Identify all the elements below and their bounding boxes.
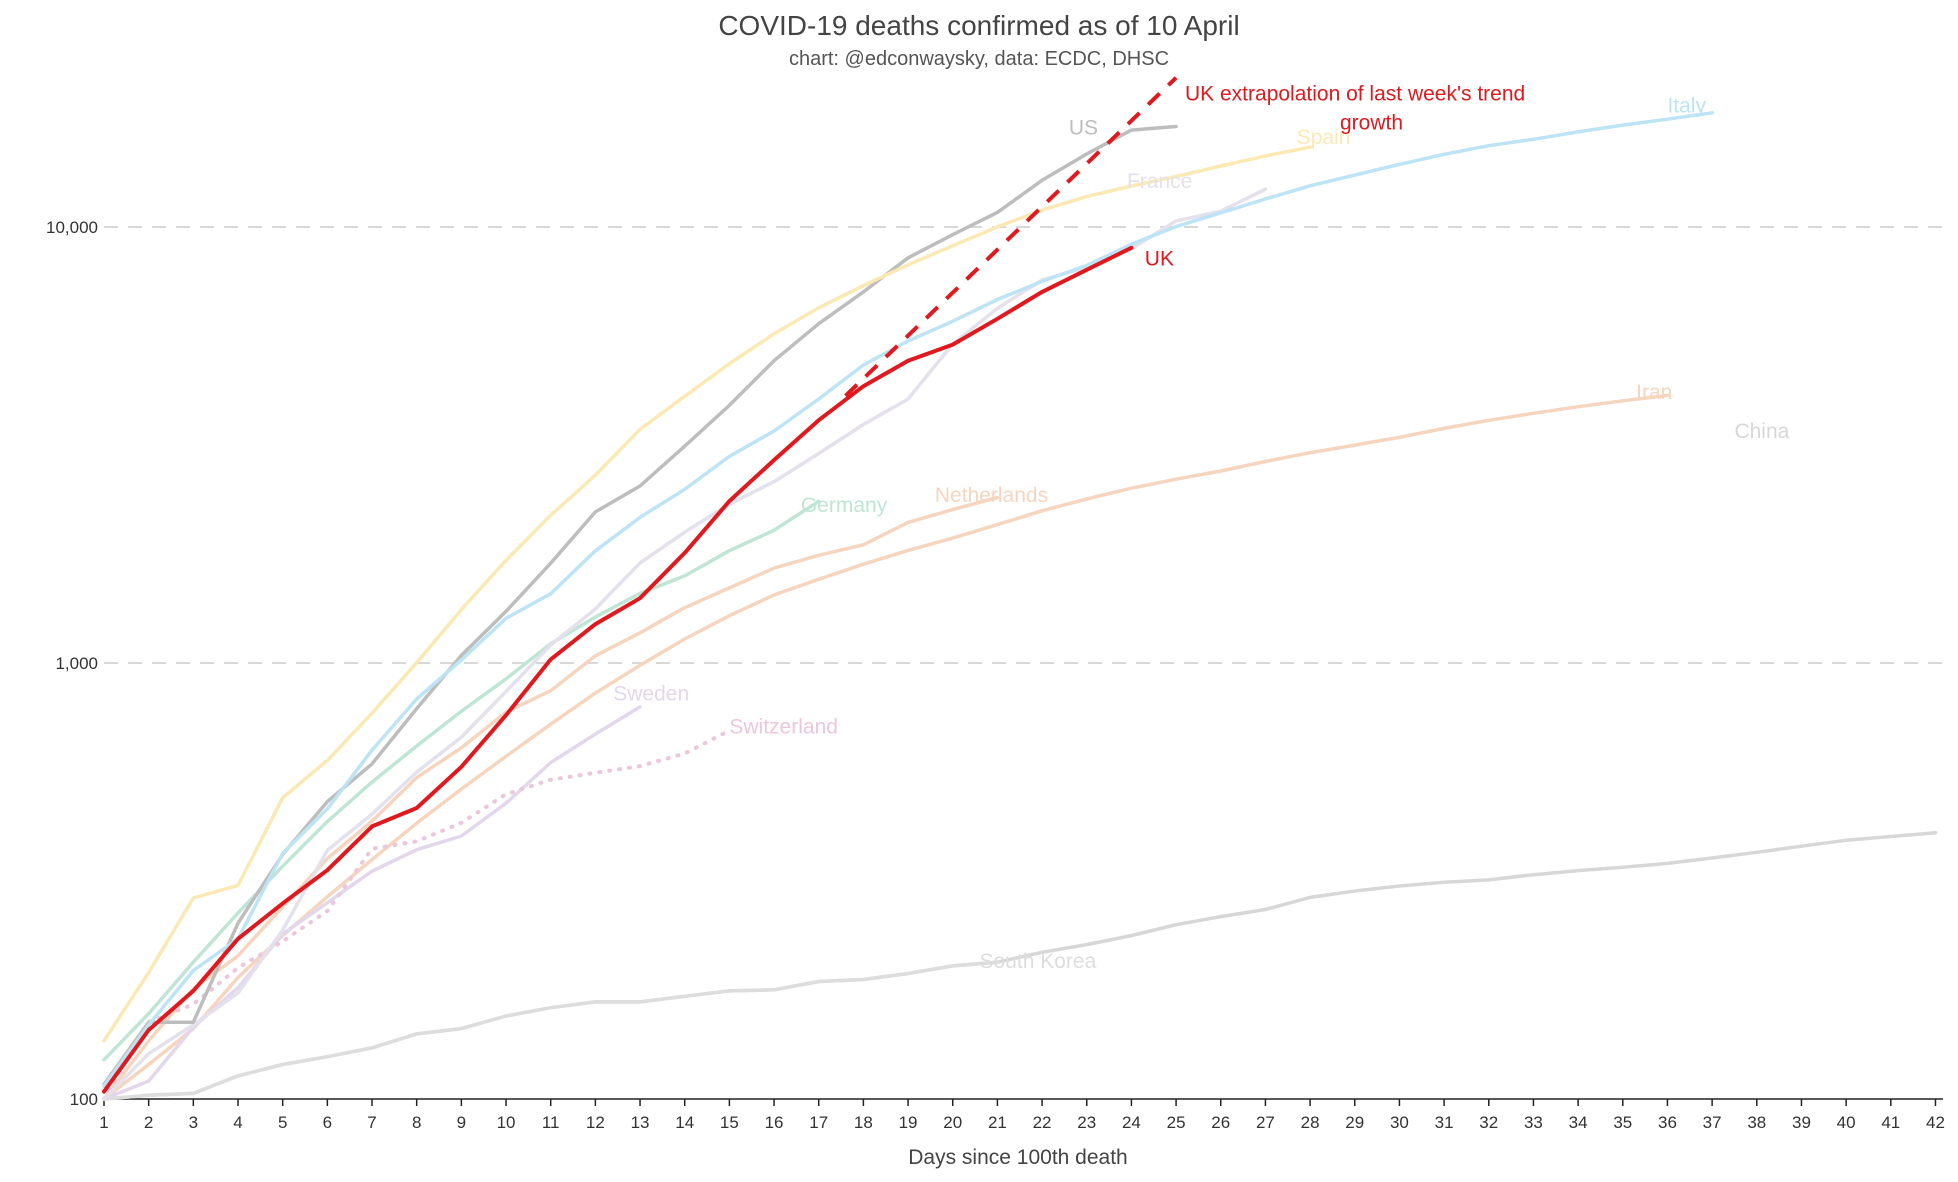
series-line-uk — [102, 245, 1134, 1094]
series-line-south-korea — [102, 960, 1000, 1101]
series-line-us — [102, 124, 1178, 1087]
x-tick-label: 25 — [1167, 1113, 1186, 1132]
x-tick-label: 8 — [412, 1113, 421, 1132]
x-tick-label: 20 — [943, 1113, 962, 1132]
gridlines — [104, 226, 1943, 664]
series-lines — [102, 76, 1938, 1101]
series-line-italy — [102, 111, 1714, 1088]
x-tick-label: 10 — [497, 1113, 516, 1132]
y-tick-label: 1,000 — [55, 654, 98, 673]
x-tick-label: 16 — [765, 1113, 784, 1132]
x-tick-label: 32 — [1479, 1113, 1498, 1132]
series-line-switzerland — [102, 728, 732, 1101]
x-tick-label: 9 — [457, 1113, 466, 1132]
series-label-us: US — [1069, 116, 1098, 139]
x-tick-label: 38 — [1747, 1113, 1766, 1132]
x-tick-label: 14 — [675, 1113, 694, 1132]
series-label-uk: UK — [1145, 248, 1174, 271]
x-tick-label: 19 — [899, 1113, 918, 1132]
x-tick-label: 37 — [1703, 1113, 1722, 1132]
series-label-germany: Germany — [801, 494, 888, 517]
y-axis-ticks: 100 1,000 10,000 — [46, 218, 98, 1109]
x-tick-label: 29 — [1345, 1113, 1364, 1132]
series-labels: China South Korea Iran Netherlands Sweden Swi… — [613, 83, 1789, 973]
y-tick-label: 10,000 — [46, 218, 98, 237]
series-line-germany — [102, 499, 821, 1062]
x-tick-label: 6 — [323, 1113, 332, 1132]
series-label-france: France — [1127, 170, 1192, 193]
x-tick-label: 27 — [1256, 1113, 1275, 1132]
chart-title: COVID-19 deaths confirmed as of 10 April — [718, 10, 1239, 41]
x-tick-label: 15 — [720, 1113, 739, 1132]
series-line-sweden — [102, 705, 642, 1101]
x-tick-label: 13 — [631, 1113, 650, 1132]
x-tick-label: 30 — [1390, 1113, 1409, 1132]
x-tick-label: 12 — [586, 1113, 605, 1132]
series-line-uk-extrapolation-of-last-week-s-trend-growth — [844, 76, 1178, 398]
x-tick-label: 17 — [809, 1113, 828, 1132]
x-tick-label: 2 — [144, 1113, 153, 1132]
x-tick-label: 21 — [988, 1113, 1007, 1132]
x-tick-label: 11 — [542, 1113, 560, 1132]
x-tick-label: 5 — [278, 1113, 287, 1132]
chart-subtitle: chart: @edconwaysky, data: ECDC, DHSC — [789, 48, 1169, 70]
series-line-netherlands — [102, 495, 1000, 1101]
series-label-italy: Italy — [1667, 95, 1706, 118]
x-tick-label: 22 — [1033, 1113, 1052, 1132]
x-tick-label: 33 — [1524, 1113, 1543, 1132]
x-tick-label: 35 — [1613, 1113, 1632, 1132]
series-label-iran: Iran — [1636, 381, 1672, 404]
x-tick-label: 42 — [1926, 1113, 1945, 1132]
series-label-sweden: Sweden — [613, 683, 689, 706]
x-tick-label: 34 — [1569, 1113, 1588, 1132]
series-line-iran — [102, 393, 1670, 1101]
y-tick-label: 100 — [70, 1090, 98, 1109]
x-tick-label: 31 — [1435, 1113, 1454, 1132]
series-label-switzerland: Switzerland — [729, 715, 838, 738]
series-label-china: China — [1734, 420, 1789, 443]
x-tick-label: 7 — [367, 1113, 376, 1132]
series-label-uk-extrapolation-of-last-week-s-trend-growth-cont: growth — [1340, 112, 1403, 135]
x-tick-label: 4 — [233, 1113, 242, 1132]
x-axis-ticks: 1 2 3 4 5 6 7 8 9 10 11 12 13 14 15 16 17 18 19 20 21 22 23 24 2… — [99, 1099, 1945, 1132]
x-tick-label: 28 — [1301, 1113, 1320, 1132]
x-tick-label: 36 — [1658, 1113, 1677, 1132]
x-tick-label: 18 — [854, 1113, 873, 1132]
series-label-netherlands: Netherlands — [935, 484, 1048, 507]
series-line-spain — [102, 145, 1312, 1043]
x-tick-label: 24 — [1122, 1113, 1141, 1132]
x-tick-label: 39 — [1792, 1113, 1811, 1132]
x-tick-label: 1 — [99, 1113, 108, 1132]
x-tick-label: 26 — [1211, 1113, 1230, 1132]
x-axis-label: Days since 100th death — [908, 1146, 1127, 1169]
series-label-south-korea: South Korea — [980, 950, 1097, 973]
series-label-spain: Spain — [1297, 126, 1351, 149]
x-tick-label: 3 — [189, 1113, 198, 1132]
series-label-uk-extrapolation-of-last-week-s-trend-growth: UK extrapolation of last week's trend — [1185, 83, 1525, 106]
x-tick-label: 23 — [1077, 1113, 1096, 1132]
x-tick-label: 41 — [1881, 1113, 1900, 1132]
x-tick-label: 40 — [1837, 1113, 1856, 1132]
